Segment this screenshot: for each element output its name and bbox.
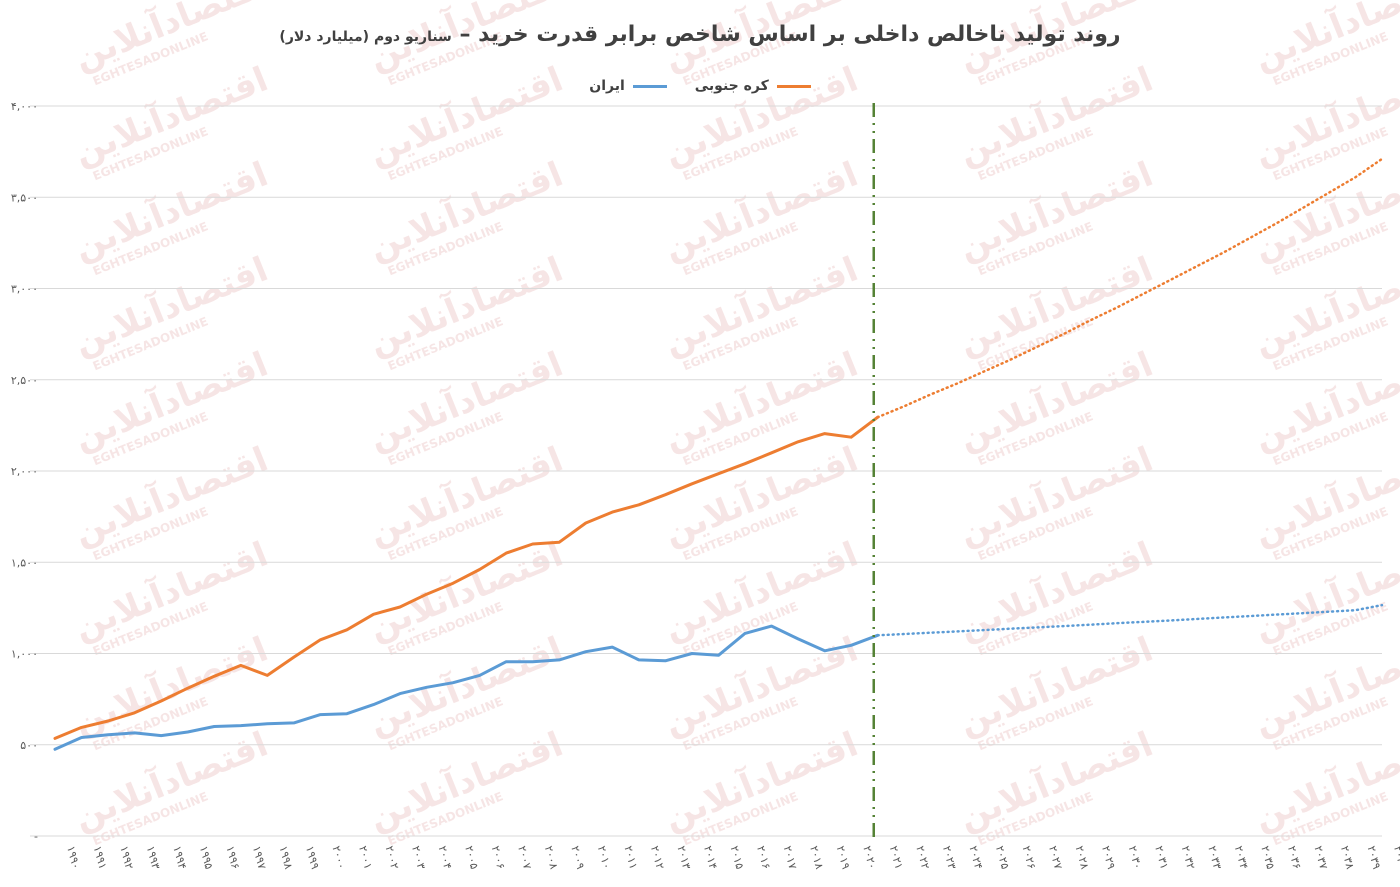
series-line-1: [53, 624, 880, 751]
legend-label-korea: کره جنوبی: [694, 78, 769, 94]
x-tick-label: ۲۰۳۴: [1232, 844, 1251, 870]
x-tick-label: ۲۰۰۱: [356, 844, 375, 870]
y-tick-label: ۳,۰۰۰: [11, 283, 38, 296]
series-layer: [53, 157, 1384, 751]
y-tick-label: -: [34, 830, 38, 843]
x-tick-label: ۲۰۱۰: [595, 844, 614, 870]
x-tick-label: ۲۰۳۵: [1258, 844, 1277, 870]
x-tick-label: ۱۹۹۷: [250, 844, 269, 870]
x-tick-label: ۲۰۱۹: [834, 844, 853, 870]
y-axis: - ۵۰۰ ۱,۰۰۰ ۱,۵۰۰ ۲,۰۰۰ ۲,۵۰۰ ۳,۰۰۰ ۳,۵۰۰ ۴,۰۰۰: [11, 100, 38, 843]
x-tick-label: ۲۰۰۳: [409, 844, 428, 870]
x-tick-label: ۲۰۳۸: [1338, 844, 1357, 870]
y-tick-label: ۱,۰۰۰: [11, 648, 38, 661]
x-tick-label: ۱۹۹۸: [276, 844, 295, 870]
y-tick-label: ۵۰۰: [20, 739, 38, 752]
x-axis: ۱۹۹۰ ۱۹۹۱ ۱۹۹۲ ۱۹۹۳ ۱۹۹۴ ۱۹۹۵ ۱۹۹۶ ۱۹۹۷ ۱۹۹۸ ۱۹۹۹…: [64, 844, 1400, 870]
chart-subtitle: سناریو دوم (میلیارد دلار): [279, 29, 452, 45]
legend-item-iran: ایران: [589, 78, 667, 94]
legend-swatch-iran: [632, 84, 667, 88]
x-tick-label: ۲۰۱۱: [621, 844, 640, 870]
x-tick-label: ۲۰۳۶: [1285, 844, 1304, 870]
y-tick-label: ۲,۰۰۰: [11, 465, 38, 478]
x-tick-label: ۲۰۳۳: [1205, 844, 1224, 870]
series-line-0: [53, 415, 880, 740]
x-tick-label: ۲۰۰۵: [462, 844, 481, 870]
x-tick-label: ۲۰۲۴: [966, 844, 985, 870]
x-tick-label: ۲۰۳۹: [1365, 844, 1384, 870]
x-tick-label: ۲۰۳۰: [1126, 844, 1145, 870]
legend-label-iran: ایران: [589, 78, 625, 94]
x-tick-label: ۲۰۲۰: [860, 844, 879, 870]
x-tick-label: ۲۰۲۷: [1046, 844, 1065, 870]
x-tick-label: ۲۰۳۷: [1311, 844, 1330, 870]
x-tick-label: ۲۰۳۲: [1179, 844, 1198, 870]
x-tick-label: ۲۰۰۹: [568, 844, 587, 870]
x-tick-label: ۲۰۱۷: [781, 844, 800, 870]
x-tick-label: ۱۹۹۰: [64, 844, 83, 870]
x-tick-label: ۲۰۰۰: [330, 844, 349, 870]
x-tick-label: ۲۰۲۲: [913, 844, 932, 870]
x-tick-label: ۱۹۹۶: [223, 844, 242, 870]
x-tick-label: ۲۰۰۲: [383, 844, 402, 870]
chart-title-main: روند تولید ناخالص داخلی بر اساس شاخص برا…: [459, 22, 1121, 47]
x-tick-label: ۲۰۱۲: [648, 844, 667, 870]
x-tick-label: ۲۰۱۵: [728, 844, 747, 870]
x-tick-label: ۲۰۰۶: [489, 844, 508, 870]
series-projection-0: [876, 157, 1384, 419]
x-tick-label: ۲۰۲۸: [1073, 844, 1092, 870]
x-tick-label: ۲۰۰۷: [515, 844, 534, 870]
x-tick-label: ۱۹۹۹: [303, 844, 322, 870]
x-tick-label: ۲۰۱۶: [754, 844, 773, 870]
x-tick-label: ۲۰۴۰: [1391, 844, 1400, 870]
x-tick-label: ۲۰۱۳: [675, 844, 694, 870]
x-tick-label: ۱۹۹۴: [170, 844, 189, 870]
x-tick-label: ۱۹۹۵: [197, 844, 216, 870]
legend: کره جنوبی ایران: [0, 78, 1400, 94]
y-tick-label: ۲,۵۰۰: [11, 374, 38, 387]
x-tick-label: ۲۰۱۸: [807, 844, 826, 870]
x-tick-label: ۲۰۲۱: [887, 844, 906, 870]
chart-title: روند تولید ناخالص داخلی بر اساس شاخص برا…: [0, 22, 1400, 47]
x-tick-label: ۲۰۰۴: [436, 844, 455, 870]
series-projection-1: [876, 603, 1384, 637]
x-tick-label: ۱۹۹۱: [91, 844, 110, 870]
x-tick-label: ۲۰۰۸: [542, 844, 561, 870]
x-tick-label: ۲۰۲۶: [1020, 844, 1039, 870]
x-tick-label: ۲۰۳۱: [1152, 844, 1171, 870]
y-tick-label: ۳,۵۰۰: [11, 191, 38, 204]
x-tick-label: ۱۹۹۲: [117, 844, 136, 870]
x-tick-label: ۱۹۹۳: [144, 844, 163, 870]
x-tick-label: ۲۰۲۹: [1099, 844, 1118, 870]
x-tick-label: ۲۰۱۴: [701, 844, 720, 870]
x-tick-label: ۲۰۲۳: [940, 844, 959, 870]
y-tick-label: ۱,۵۰۰: [11, 556, 38, 569]
x-tick-label: ۲۰۲۵: [993, 844, 1012, 870]
legend-swatch-korea: [776, 84, 811, 88]
legend-item-korea: کره جنوبی: [695, 78, 811, 94]
y-tick-label: ۴,۰۰۰: [11, 100, 38, 113]
